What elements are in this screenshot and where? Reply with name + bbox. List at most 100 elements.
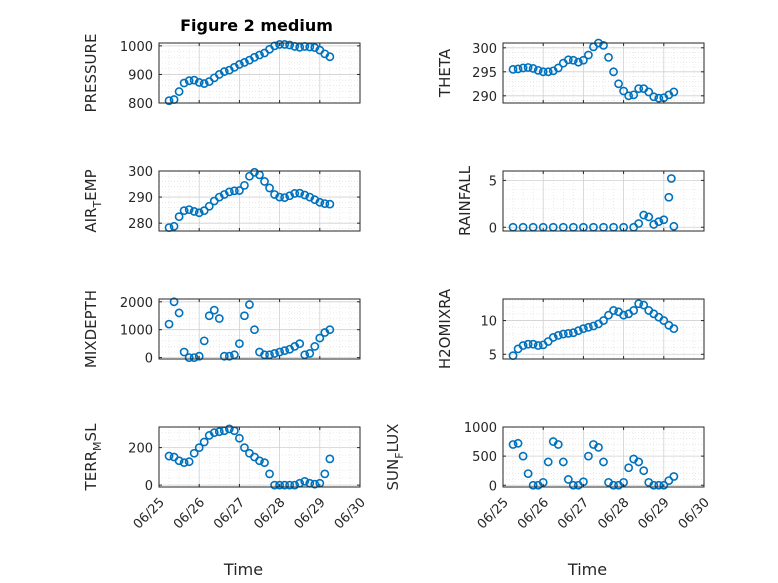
axes-frame xyxy=(502,426,705,488)
data-point xyxy=(563,475,573,484)
data-point xyxy=(325,199,335,209)
data-point xyxy=(523,63,533,72)
subplot-h2omixra: 5 10 H2OMIXRA xyxy=(436,288,705,369)
x-tick-label: 06/28 xyxy=(595,495,632,532)
data-point xyxy=(199,437,209,447)
data-point xyxy=(579,55,588,65)
data-point xyxy=(579,324,588,334)
data-point xyxy=(664,192,674,202)
data-point xyxy=(174,456,184,466)
y-tick-label: 1000 xyxy=(120,40,153,55)
data-point xyxy=(300,476,310,486)
data-point xyxy=(275,40,284,49)
data-point xyxy=(669,324,679,334)
subplot-terr-msl: 0 200 TERRMSL 06/25 06/26 06/27 06/28 06/29 06/3… xyxy=(82,423,369,579)
subplot-mixdepth: 0 1000 2000 MIXDEPTH xyxy=(82,290,361,368)
y-axis-label: THETA xyxy=(436,48,454,98)
data-point xyxy=(563,328,573,338)
data-point xyxy=(609,480,618,490)
data-point xyxy=(224,351,234,361)
data-point xyxy=(250,325,259,335)
data-point xyxy=(194,443,204,453)
data-point xyxy=(553,330,563,340)
data-point xyxy=(255,50,264,60)
y-tick-label: 300 xyxy=(472,42,497,57)
data-point xyxy=(568,328,578,338)
data-point xyxy=(189,75,199,85)
y-tick-label: 5 xyxy=(489,174,497,189)
data-point xyxy=(609,306,618,315)
data-point xyxy=(290,189,300,198)
y-axis-label: MIXDEPTH xyxy=(82,290,100,368)
data-point xyxy=(669,472,679,481)
data-point xyxy=(659,316,669,325)
data-point xyxy=(209,428,219,438)
axes-frame xyxy=(158,426,361,488)
y-tick-label: 500 xyxy=(472,450,497,465)
y-tick-label: 0 xyxy=(145,352,153,367)
data-point xyxy=(528,339,538,349)
data-point xyxy=(320,199,330,209)
data-point xyxy=(229,186,239,196)
data-point xyxy=(508,65,518,74)
data-point xyxy=(528,480,538,490)
data-point xyxy=(179,206,189,216)
data-point xyxy=(639,466,649,476)
data-point xyxy=(199,79,209,88)
data-point xyxy=(194,208,204,218)
y-axis-label: PRESSURE xyxy=(82,34,100,113)
data-point xyxy=(305,349,315,358)
data-point xyxy=(169,221,179,231)
x-tick-label: 06/27 xyxy=(555,495,592,532)
data-point xyxy=(234,339,244,349)
data-point xyxy=(584,322,593,332)
data-point xyxy=(300,350,310,360)
subplot-rainfall: 0 5 RAINFALL xyxy=(456,165,705,236)
x-tick-label: 06/25 xyxy=(475,495,512,532)
axes-frame xyxy=(502,170,705,232)
data-point xyxy=(634,299,644,309)
x-tick-label: 06/26 xyxy=(515,495,552,532)
data-point xyxy=(310,479,320,489)
data-point xyxy=(325,52,335,62)
data-point xyxy=(275,480,284,490)
data-point xyxy=(194,78,204,87)
data-point xyxy=(164,96,174,106)
data-point xyxy=(513,64,523,74)
y-tick-label: 0 xyxy=(489,221,497,236)
data-point xyxy=(584,451,593,461)
data-point xyxy=(639,210,649,220)
data-point xyxy=(295,42,305,52)
data-point xyxy=(260,177,269,186)
x-axis-label: Time xyxy=(223,560,263,579)
data-point xyxy=(604,310,613,320)
data-point xyxy=(224,187,234,197)
data-point xyxy=(654,93,664,103)
data-point xyxy=(234,186,244,195)
data-point xyxy=(260,458,269,468)
data-point xyxy=(518,63,528,73)
data-point xyxy=(599,316,608,325)
data-point xyxy=(634,84,644,93)
data-point xyxy=(219,351,229,361)
axes-frame xyxy=(502,298,705,360)
data-point xyxy=(245,300,254,309)
data-point xyxy=(594,442,603,452)
data-point xyxy=(184,457,194,467)
x-tick-label: 06/25 xyxy=(131,495,168,532)
data-point xyxy=(315,197,325,207)
data-point xyxy=(644,212,654,222)
data-point xyxy=(229,350,239,360)
x-tick-label: 06/30 xyxy=(676,495,713,532)
data-point xyxy=(179,347,189,357)
data-point xyxy=(184,205,194,215)
axes-frame xyxy=(158,170,361,232)
data-point xyxy=(325,454,335,464)
data-point xyxy=(179,78,189,88)
data-point xyxy=(568,480,578,490)
axes-frame xyxy=(502,42,705,104)
x-tick-label: 06/26 xyxy=(171,495,208,532)
y-axis-label: AIRTEMP xyxy=(82,169,104,232)
subplot-theta: 290 295 300 THETA xyxy=(436,38,705,105)
